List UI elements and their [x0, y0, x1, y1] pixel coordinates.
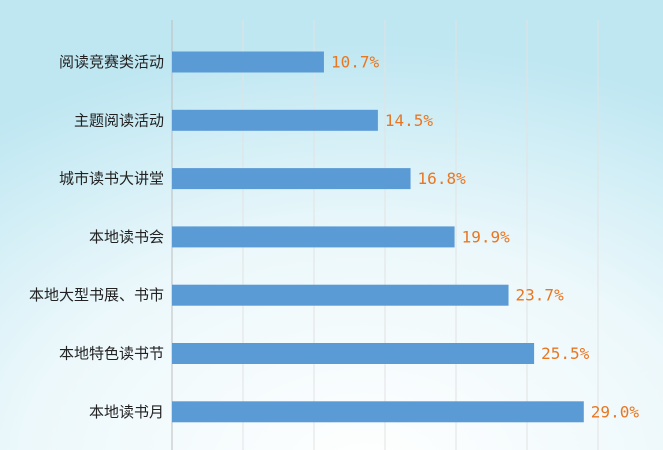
labels: 阅读竞赛类活动 10.7% 主题阅读活动 14.5% 城市读书大讲堂 16.8% 本地读书会…	[29, 53, 639, 422]
data-label: 10.7%	[331, 53, 380, 72]
bar	[172, 343, 535, 364]
bar	[172, 226, 455, 248]
bar	[172, 168, 411, 190]
data-label: 16.8%	[418, 169, 467, 188]
data-label: 23.7%	[516, 286, 565, 305]
bar	[172, 401, 584, 423]
category-label: 阅读竞赛类活动	[59, 53, 164, 71]
bar	[172, 284, 509, 306]
category-label: 本地读书月	[89, 403, 164, 421]
category-label: 本地大型书展、书市	[29, 286, 164, 304]
category-label: 本地特色读书节	[59, 345, 164, 363]
category-label: 城市读书大讲堂	[59, 170, 164, 188]
category-label: 主题阅读活动	[74, 111, 164, 129]
data-label: 19.9%	[462, 227, 511, 246]
category-label: 本地读书会	[89, 228, 164, 246]
bars	[172, 51, 584, 423]
bar	[172, 51, 324, 73]
data-label: 25.5%	[541, 344, 590, 363]
data-label: 14.5%	[385, 111, 434, 130]
data-label: 29.0%	[591, 402, 640, 421]
bar	[172, 109, 378, 131]
